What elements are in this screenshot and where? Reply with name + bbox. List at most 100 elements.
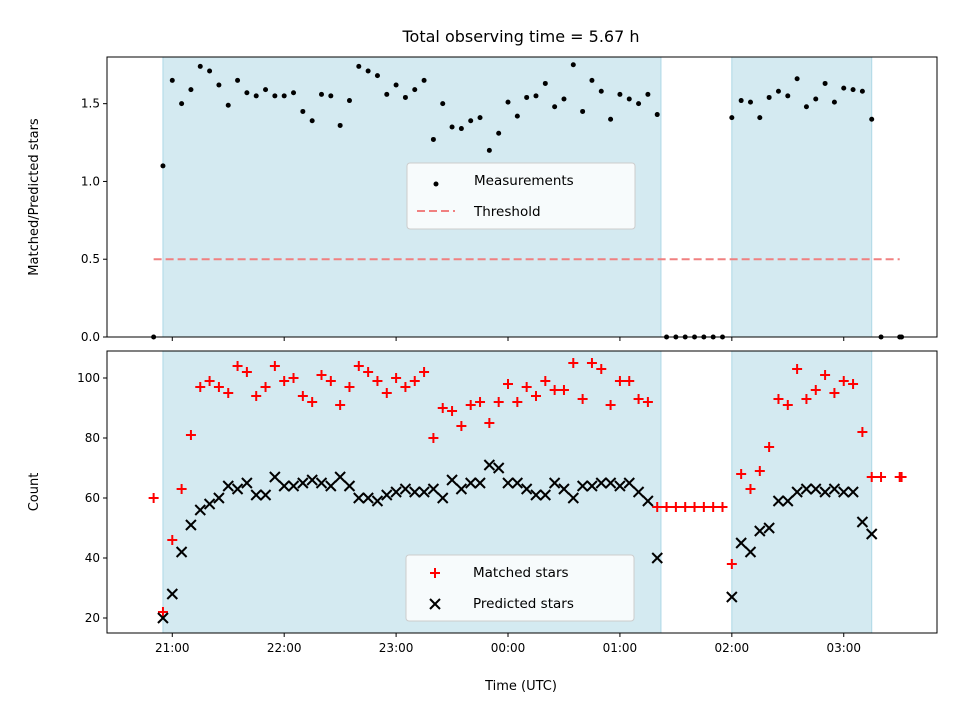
y-tick-label: 20 xyxy=(85,611,100,625)
predicted-star-point xyxy=(828,483,841,495)
measurement-point xyxy=(384,91,390,97)
measurement-point xyxy=(617,91,623,97)
measurement-point xyxy=(570,62,576,68)
predicted-star-point xyxy=(315,477,328,489)
matched-star-point xyxy=(316,370,327,380)
matched-star-point xyxy=(652,502,663,512)
matched-star-point xyxy=(409,376,420,386)
x-tick-label: 03:00 xyxy=(826,641,861,655)
measurement-point xyxy=(738,98,744,104)
measurement-point xyxy=(160,163,166,169)
matched-star-point xyxy=(792,364,803,374)
measurement-point xyxy=(636,101,642,107)
x-tick-label: 21:00 xyxy=(155,641,190,655)
predicted-star-point xyxy=(847,486,859,498)
measurement-point xyxy=(430,136,436,142)
x-tick-label: 02:00 xyxy=(715,641,750,655)
measurement-point xyxy=(356,63,362,69)
measurement-point xyxy=(468,118,474,124)
predicted-star-point xyxy=(735,537,747,549)
y-tick-label: 1.5 xyxy=(81,97,100,111)
shaded-interval xyxy=(731,351,872,633)
measurement-point xyxy=(552,104,558,110)
measurement-point xyxy=(337,122,343,128)
predicted-star-point xyxy=(185,519,197,531)
predicted-star-point xyxy=(269,471,281,483)
y-tick-label: 100 xyxy=(77,371,100,385)
matched-star-point xyxy=(232,361,243,371)
predicted-star-point xyxy=(511,477,524,489)
matched-star-point xyxy=(857,427,868,437)
measurement-point xyxy=(747,99,753,105)
y-tick-label: 40 xyxy=(85,551,100,565)
predicted-star-point xyxy=(175,546,188,558)
predicted-star-point xyxy=(651,552,663,564)
measurement-point xyxy=(645,91,651,97)
matched-star-point xyxy=(876,472,887,482)
matched-star-point xyxy=(344,382,355,392)
x-tick-label: 23:00 xyxy=(379,641,414,655)
predicted-star-point xyxy=(492,462,505,474)
measurement-point xyxy=(300,108,306,114)
measurement-point xyxy=(402,94,408,100)
matched-star-point xyxy=(568,358,579,368)
matched-star-point xyxy=(251,391,262,401)
measurement-point xyxy=(813,96,819,102)
predicted-star-point xyxy=(446,474,458,486)
shaded-interval xyxy=(731,57,872,337)
matched-star-point xyxy=(614,376,625,386)
predicted-star-point xyxy=(418,486,430,498)
predicted-star-point xyxy=(241,477,253,489)
measurement-point xyxy=(533,93,539,99)
predicted-star-point xyxy=(819,486,831,498)
predicted-star-point xyxy=(474,477,486,489)
measurement-point xyxy=(291,90,297,96)
measurement-point xyxy=(841,85,847,91)
measurement-point xyxy=(850,87,856,93)
predicted-star-point xyxy=(726,591,738,603)
predicted-star-point xyxy=(287,480,300,492)
measurement-point xyxy=(421,77,427,83)
predicted-star-point xyxy=(744,546,757,558)
measurement-point xyxy=(766,94,772,100)
matched-star-point xyxy=(596,364,607,374)
measurement-point xyxy=(253,93,259,99)
matched-star-point xyxy=(297,391,308,401)
measurement-point xyxy=(524,94,530,100)
matched-star-point xyxy=(512,397,523,407)
matched-star-point xyxy=(689,502,700,512)
matched-star-point xyxy=(661,502,672,512)
predicted-star-point xyxy=(278,480,290,492)
predicted-star-point xyxy=(455,483,468,495)
legend-box xyxy=(406,162,636,230)
y-tick-label: 80 xyxy=(85,431,100,445)
matched-star-point xyxy=(325,376,336,386)
legend-marker xyxy=(429,598,441,610)
matched-star-point xyxy=(372,376,383,386)
measurement-point xyxy=(188,87,194,93)
matched-star-point xyxy=(521,382,532,392)
measurement-point xyxy=(244,90,250,96)
matched-star-point xyxy=(195,382,206,392)
measurement-point xyxy=(440,101,446,107)
measurement-point xyxy=(869,116,875,122)
measurement-point xyxy=(608,116,614,122)
matched-star-point xyxy=(148,493,159,503)
predicted-star-point xyxy=(576,480,589,492)
predicted-star-point xyxy=(595,477,607,489)
measurement-point xyxy=(412,87,418,93)
predicted-star-point xyxy=(810,483,822,495)
matched-star-point xyxy=(204,376,215,386)
legend: Measurements Threshold xyxy=(406,162,636,230)
legend-label: Threshold xyxy=(473,204,541,220)
predicted-star-point xyxy=(838,486,850,498)
matched-star-point xyxy=(223,388,234,398)
measurement-point xyxy=(775,88,781,94)
predicted-star-point xyxy=(399,483,412,495)
predicted-star-point xyxy=(325,480,337,492)
measurement-point xyxy=(486,147,492,153)
legend: Matched stars Predicted stars xyxy=(405,554,635,622)
predicted-star-point xyxy=(791,486,803,498)
predicted-star-point xyxy=(604,477,617,489)
predicted-star-point xyxy=(166,588,178,600)
